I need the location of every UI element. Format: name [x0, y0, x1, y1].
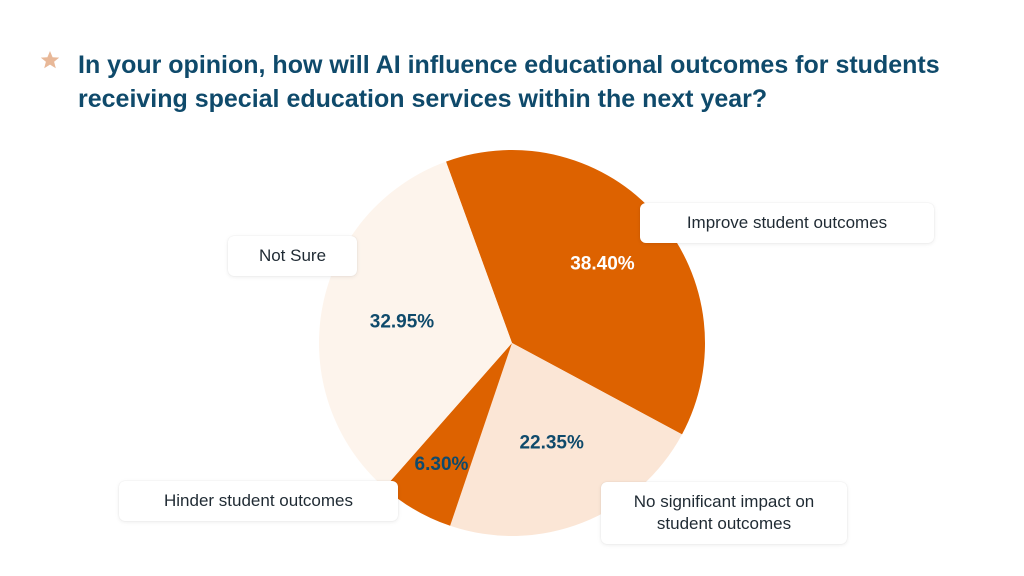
- slice-label-text: Not Sure: [258, 246, 327, 265]
- slice-label-text: Hinder student outcomes: [164, 491, 353, 510]
- chart-title: In your opinion, how will AI influence e…: [78, 51, 940, 113]
- slice-label-text: Improve student outcomes: [686, 213, 888, 232]
- pie-percent-improve: 38.40%: [570, 254, 635, 275]
- pie-percent-not-sure: 32.95%: [370, 311, 435, 332]
- pie-percent-hinder: 6.30%: [415, 454, 469, 475]
- slice-label-improve: Improve student outcomes: [640, 203, 934, 243]
- pie-slice-not-sure: [319, 161, 512, 488]
- star-icon: [40, 51, 60, 69]
- slice-label-no-impact: No significant impact on student outcome…: [601, 482, 847, 544]
- pie-percent-labels: 38.40% 22.35% 6.30% 32.95%: [370, 254, 635, 475]
- pie-slice-hinder: [384, 343, 512, 526]
- slice-label-not-sure: Not Sure: [228, 236, 357, 276]
- slice-label-hinder: Hinder student outcomes: [119, 481, 398, 521]
- slice-label-text: No significant impact on student outcome…: [633, 492, 815, 533]
- pie-percent-no-impact: 22.35%: [519, 433, 584, 454]
